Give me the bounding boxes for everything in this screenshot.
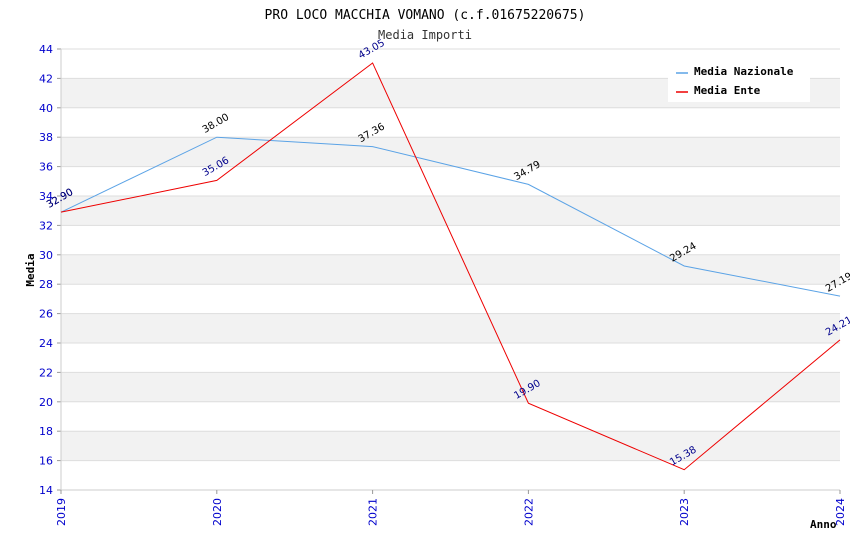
series-line-media-nazionale (60, 136, 841, 297)
legend-label-media-ente: Media Ente (694, 84, 761, 97)
y-tick-label: 42 (39, 72, 53, 85)
plot-band (61, 401, 840, 432)
x-axis-title: Anno (810, 518, 837, 531)
legend-label-media-nazionale: Media Nazionale (694, 65, 794, 78)
y-tick-label: 32 (39, 219, 53, 232)
y-tick-label: 40 (39, 102, 53, 115)
gridlines (57, 48, 840, 491)
x-tick-label: 2021 (367, 498, 380, 526)
y-axis-title: Media (24, 253, 37, 286)
x-tick-label: 2024 (834, 498, 847, 526)
legend-box (668, 60, 810, 102)
plot-band (61, 372, 840, 402)
plot-band (61, 284, 840, 314)
plot-band (61, 460, 840, 490)
plot-band (61, 431, 840, 461)
x-tick-label: 2022 (522, 498, 535, 526)
plot-band (61, 254, 840, 285)
y-tick-label: 44 (39, 43, 53, 56)
series-lines (60, 62, 841, 471)
y-tick-label: 34 (39, 190, 53, 203)
chart-subtitle: Media Importi (378, 28, 472, 42)
y-tick-label: 26 (39, 308, 53, 321)
x-tick-label: 2019 (55, 498, 68, 526)
x-tick-label: 2020 (211, 498, 224, 526)
y-tick-label: 36 (39, 161, 53, 174)
plot-band (61, 137, 840, 167)
y-tick-label: 28 (39, 278, 53, 291)
plot-band (61, 313, 840, 343)
plot-band (61, 343, 840, 373)
y-tick-label: 22 (39, 366, 53, 379)
x-tick-label: 2023 (678, 498, 691, 526)
y-tick-labels: 14 16 18 20 22 24 26 28 30 32 34 36 38 40 42 44 (39, 43, 53, 497)
y-tick-label: 18 (39, 425, 53, 438)
plot-band (61, 225, 840, 255)
x-tick-labels: 2019 2020 2021 2022 2023 2024 (55, 490, 847, 526)
y-tick-label: 38 (39, 131, 53, 144)
legend: Media Nazionale Media Ente (668, 60, 810, 102)
y-tick-label: 20 (39, 396, 53, 409)
y-tick-label: 30 (39, 249, 53, 262)
chart-title: PRO LOCO MACCHIA VOMANO (c.f.01675220675… (265, 8, 586, 23)
plot-band (61, 166, 840, 196)
plot-band (61, 107, 840, 138)
y-tick-label: 16 (39, 455, 53, 468)
series-line-media-ente (60, 62, 841, 471)
plot-band (61, 196, 840, 226)
y-tick-label: 14 (39, 484, 53, 497)
y-tick-label: 24 (39, 337, 53, 350)
plot-background-bands (61, 49, 840, 490)
